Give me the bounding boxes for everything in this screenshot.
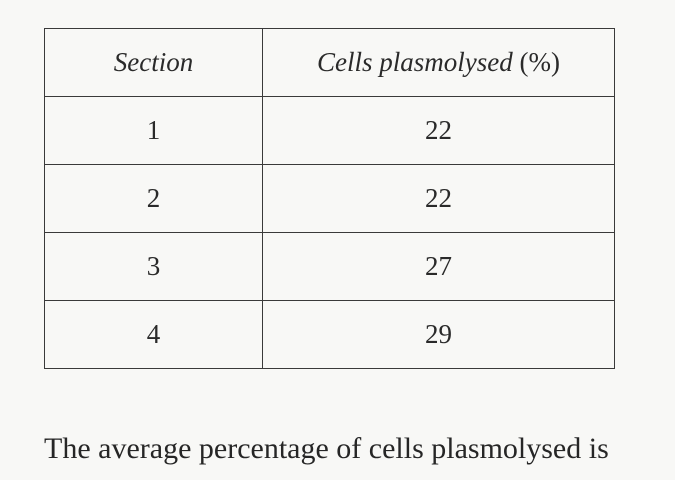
section-cell: 4 [44,300,263,369]
cells-plasmolysed-cell: 22 [262,96,615,165]
section-cell: 2 [44,164,263,233]
cells-plasmolysed-header-label: Cells plasmolysed [317,47,513,77]
cells-plasmolysed-cell: 29 [262,300,615,369]
section-cell: 1 [44,96,263,165]
table-row: 4 29 [44,300,615,369]
question-text: The average percentage of cells plasmoly… [44,432,609,465]
percent-unit-label: (%) [519,47,560,77]
section-cell: 3 [44,232,263,301]
cells-plasmolysed-cell: 27 [262,232,615,301]
table-row: 3 27 [44,232,615,301]
cells-plasmolysed-cell: 22 [262,164,615,233]
table-header-row: Section Cells plasmolysed (%) [44,28,615,97]
plasmolysis-table: Section Cells plasmolysed (%) 1 22 2 22 … [44,28,615,369]
table-row: 2 22 [44,164,615,233]
table-row: 1 22 [44,96,615,165]
section-column-header: Section [44,28,263,97]
cells-plasmolysed-column-header: Cells plasmolysed (%) [262,28,615,97]
